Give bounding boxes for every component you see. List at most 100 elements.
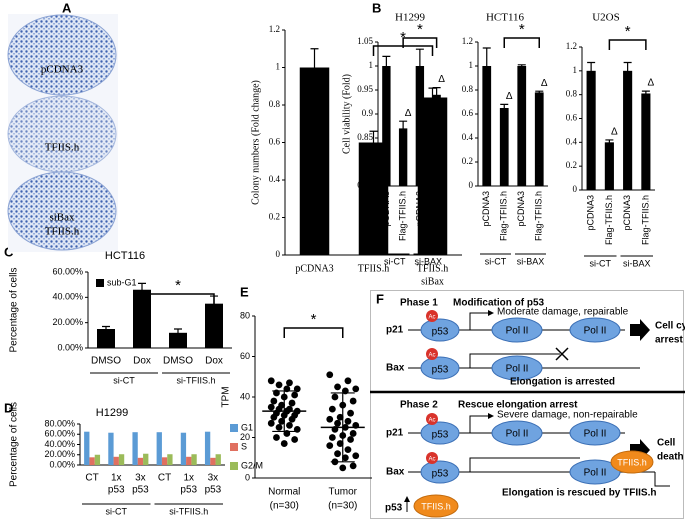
bar <box>132 432 138 465</box>
data-point <box>280 440 288 447</box>
outcome-arrow <box>630 319 650 341</box>
data-point <box>278 417 286 425</box>
legend-swatch <box>230 462 238 470</box>
bar <box>143 453 149 465</box>
x-tick-label: Dox <box>133 356 151 367</box>
x-tick-label: Flag-TFIIS.h <box>534 191 544 241</box>
y-tick-label: 0.8 <box>566 89 578 99</box>
protein-label: Pol II <box>584 429 607 440</box>
panel-label: D <box>4 400 13 415</box>
data-point <box>336 440 344 447</box>
chart-title: HCT116 <box>105 250 145 262</box>
error-bar <box>399 120 408 136</box>
x-tick-label: DMSO <box>91 356 121 367</box>
data-point <box>273 434 280 441</box>
bar <box>133 289 151 348</box>
bar-annotation: Δ <box>405 108 412 119</box>
bar <box>180 432 187 465</box>
group-label: si-BAX <box>414 256 442 266</box>
legend-label: G2/M <box>241 460 263 470</box>
error-bar <box>500 103 509 112</box>
y-tick-label: 0.9 <box>362 108 374 118</box>
significance-bracket <box>608 39 647 50</box>
p53-protein <box>420 356 460 380</box>
error-bar <box>482 47 491 84</box>
plate-label: siBax <box>49 212 75 224</box>
error-bar <box>415 48 424 83</box>
x-tick-label: (n=30) <box>270 501 299 512</box>
y-tick-label: 0.8 <box>462 84 474 94</box>
data-point <box>347 409 354 417</box>
data-point <box>341 454 349 462</box>
significance-label: * <box>519 21 525 38</box>
x-tick-label: p53 <box>132 485 149 496</box>
legend-swatch <box>96 279 104 287</box>
bar <box>382 66 391 186</box>
data-point <box>331 393 339 401</box>
y-tick-label: 40 <box>240 391 250 401</box>
significance-bracket <box>402 37 438 48</box>
acetyl-label: Ac <box>428 457 435 463</box>
y-tick-label: 1 <box>369 60 374 70</box>
x-tick-label: TFIIS.h <box>417 263 448 274</box>
bar <box>97 329 115 348</box>
data-point <box>328 434 336 441</box>
y-tick-label: 0.4 <box>462 132 474 142</box>
x-tick-label: siBax <box>421 276 444 287</box>
y-axis-label: TPM <box>221 386 232 407</box>
y-tick-label: 80.00% <box>44 418 75 428</box>
protein-label: TFIIS.h <box>421 501 451 511</box>
bar-annotation: Δ <box>648 78 655 89</box>
plate-label: pCDNA3 <box>41 64 84 76</box>
y-axis-label: Percentage of cells <box>9 267 20 352</box>
x-tick-label: CT <box>85 473 98 484</box>
gene-label: Bax <box>386 467 405 478</box>
outcome-label: death <box>657 452 684 463</box>
chart-title: H1299 <box>395 12 425 24</box>
outcome-label: arrest <box>655 335 683 346</box>
significance-label: * <box>175 277 181 294</box>
tss-arrow <box>469 415 488 433</box>
y-tick-label: 0.2 <box>566 160 577 170</box>
damage-label: Moderate damage, repairable <box>497 307 629 318</box>
data-point <box>339 464 347 472</box>
diagram-frame <box>370 290 684 519</box>
data-point <box>270 397 278 405</box>
bar <box>499 108 509 186</box>
bar <box>204 431 211 465</box>
group-label: si-TFIIS.h <box>169 506 208 516</box>
bar <box>118 454 125 465</box>
bar <box>586 70 596 190</box>
bar <box>482 66 492 186</box>
data-point <box>349 397 357 405</box>
bar <box>641 93 651 190</box>
y-tick-label: 1 <box>276 62 281 72</box>
x-tick-label: 1x <box>183 473 194 484</box>
y-tick-label: 0 <box>276 249 281 259</box>
data-point <box>344 417 352 425</box>
bar <box>161 457 168 465</box>
error-bar <box>102 325 110 332</box>
y-tick-label: 0.2 <box>462 156 473 166</box>
plates: pCDNA3 TFIIS.h siBax TFIIS.h <box>7 14 118 252</box>
plate <box>7 95 117 173</box>
block-mark <box>555 347 569 361</box>
error-bar <box>623 61 632 80</box>
gene-label: Bax <box>386 363 405 374</box>
error-bar <box>641 90 650 96</box>
y-tick-label: 20 <box>240 432 250 442</box>
data-point <box>349 462 357 470</box>
bar <box>186 456 192 465</box>
bar <box>623 70 633 190</box>
bar <box>215 454 221 465</box>
error-bar <box>535 90 544 94</box>
x-tick-label: Dox <box>205 356 223 367</box>
y-tick-label: 1 <box>469 60 474 70</box>
x-tick-label: Flag-TFIIS.h <box>431 191 441 241</box>
x-tick-label: p53 <box>108 485 125 496</box>
pol-ii <box>491 355 543 381</box>
significance-label: * <box>625 23 631 40</box>
y-tick-label: 1 <box>573 65 578 75</box>
phase-title: Rescue elongation arrest <box>458 400 578 411</box>
